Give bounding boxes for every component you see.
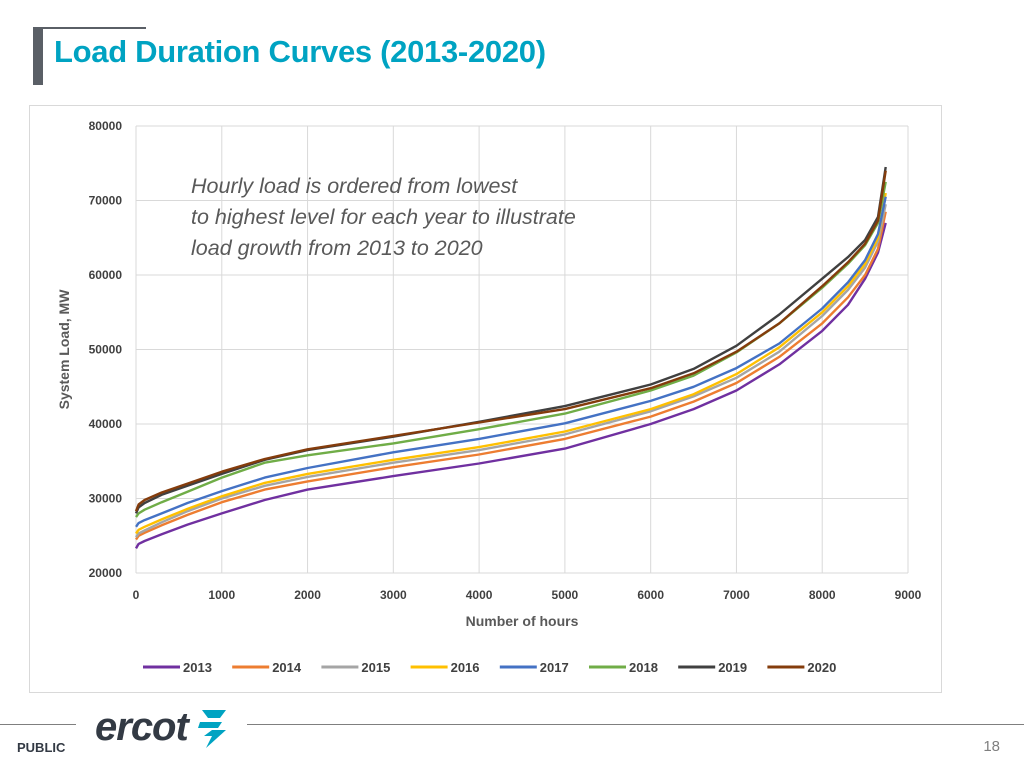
y-tick-label: 50000 <box>89 343 123 357</box>
x-tick-label: 8000 <box>809 588 836 602</box>
x-tick-label: 6000 <box>637 588 664 602</box>
x-tick-label: 3000 <box>380 588 407 602</box>
ercot-bolt-icon <box>197 710 226 748</box>
y-tick-label: 60000 <box>89 268 123 282</box>
legend-label-2013: 2013 <box>183 660 212 675</box>
series-line-2013 <box>134 222 887 550</box>
annotation-line: load growth from 2013 to 2020 <box>191 236 483 260</box>
x-axis-label: Number of hours <box>466 613 579 629</box>
y-axis-label: System Load, MW <box>56 289 72 410</box>
x-tick-label: 2000 <box>294 588 321 602</box>
series-line-2015 <box>135 203 887 538</box>
series-line-2016 <box>135 192 887 535</box>
load-duration-chart: 20000 30000 40000 50000 60000 70000 80000 0 1000… <box>56 119 922 675</box>
legend-label-2018: 2018 <box>629 660 658 675</box>
chart-annotation: Hourly load is ordered from lowest to hig… <box>191 174 576 260</box>
logo-wordmark: ercot <box>95 704 189 749</box>
legend-label-2019: 2019 <box>718 660 747 675</box>
footer-divider-right <box>247 724 1024 725</box>
x-tick-label: 1000 <box>208 588 235 602</box>
legend-label-2020: 2020 <box>807 660 836 675</box>
x-tick-label: 0 <box>133 588 140 602</box>
y-tick-label: 80000 <box>89 119 123 133</box>
series-line-2019 <box>134 166 887 514</box>
y-tick-label: 70000 <box>89 194 123 208</box>
y-tick-label: 40000 <box>89 417 123 431</box>
legend-label-2015: 2015 <box>361 660 390 675</box>
annotation-line: Hourly load is ordered from lowest <box>191 174 518 198</box>
legend-label-2014: 2014 <box>272 660 302 675</box>
series-line-2014 <box>135 211 887 541</box>
y-tick-label: 20000 <box>89 566 123 580</box>
title-accent-line <box>43 27 146 29</box>
title-accent-bar <box>33 27 43 85</box>
legend-label-2016: 2016 <box>451 660 480 675</box>
x-tick-label: 7000 <box>723 588 750 602</box>
x-tick-label: 4000 <box>466 588 493 602</box>
series-line-2020 <box>134 170 887 512</box>
footer-divider-left <box>0 724 76 725</box>
annotation-line: to highest level for each year to illust… <box>191 205 576 229</box>
page-number: 18 <box>983 738 1000 755</box>
footer-public-label: PUBLIC <box>17 740 66 755</box>
y-tick-label: 30000 <box>89 492 123 506</box>
page-title: Load Duration Curves (2013-2020) <box>54 34 546 69</box>
x-tick-label: 5000 <box>552 588 579 602</box>
series-line-2017 <box>135 196 887 528</box>
ercot-logo: ercot <box>95 700 232 754</box>
legend-label-2017: 2017 <box>540 660 569 675</box>
x-tick-label: 9000 <box>895 588 922 602</box>
chart-frame: 20000 30000 40000 50000 60000 70000 80000 0 1000… <box>29 105 942 693</box>
